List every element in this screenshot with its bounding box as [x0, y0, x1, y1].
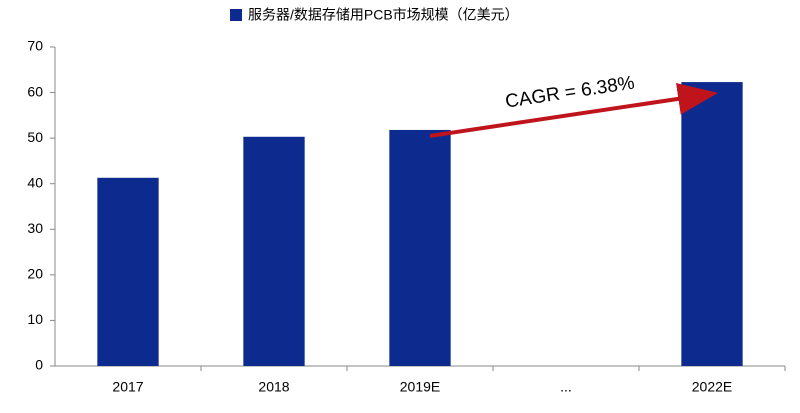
x-tick-label: 2017 — [112, 379, 143, 395]
x-tick-label: ... — [560, 379, 572, 395]
y-tick-label: 10 — [27, 311, 43, 327]
y-tick-label: 70 — [27, 38, 43, 54]
bar — [243, 136, 305, 366]
y-tick-label: 60 — [27, 83, 43, 99]
legend-swatch — [230, 9, 242, 21]
legend-label: 服务器/数据存储用PCB市场规模（亿美元） — [248, 7, 519, 23]
x-tick-label: 2022E — [692, 379, 732, 395]
y-tick-label: 20 — [27, 266, 43, 282]
bar — [681, 82, 743, 366]
y-tick-label: 30 — [27, 220, 43, 236]
x-tick-label: 2019E — [400, 379, 440, 395]
y-tick-label: 50 — [27, 129, 43, 145]
bar — [97, 177, 159, 366]
y-tick-label: 0 — [35, 357, 43, 373]
y-tick-label: 40 — [27, 174, 43, 190]
x-tick-label: 2018 — [258, 379, 289, 395]
bar — [389, 129, 451, 366]
cagr-arrow — [429, 82, 718, 138]
